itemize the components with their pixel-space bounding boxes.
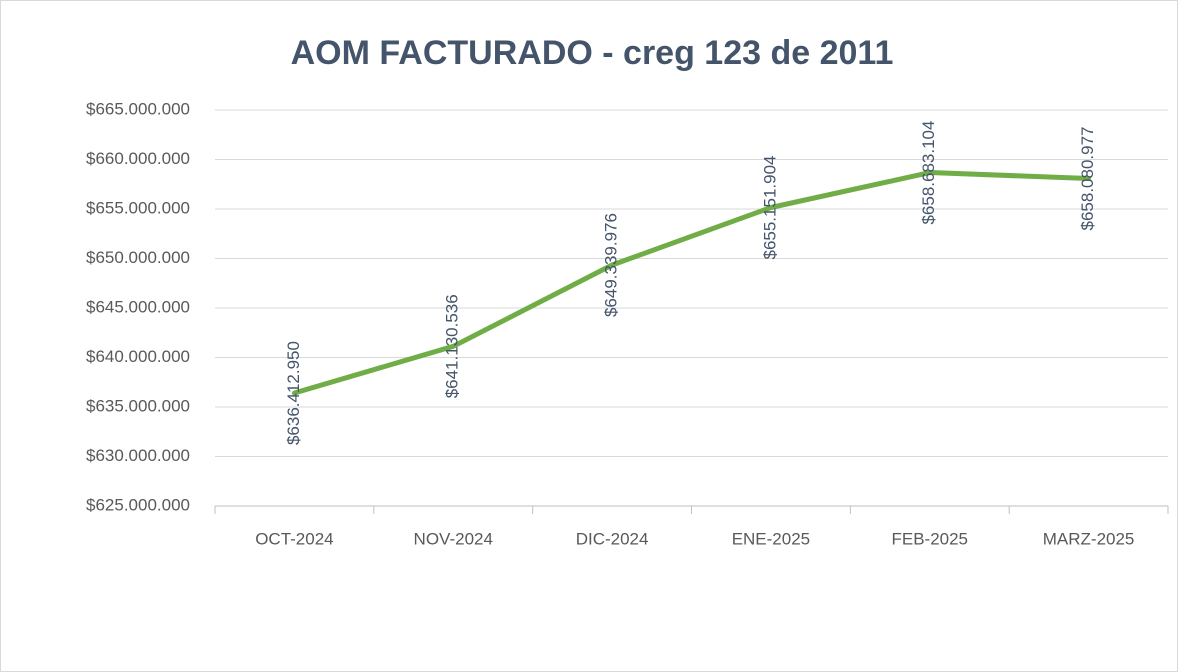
data-label: $658.080.977 (1078, 126, 1097, 230)
y-tick-label: $645.000.000 (86, 297, 190, 316)
x-tick-label: DIC-2024 (576, 529, 649, 548)
x-tick-label: MARZ-2025 (1043, 529, 1135, 548)
data-label: $636.412.950 (284, 341, 303, 445)
y-tick-label: $660.000.000 (86, 149, 190, 168)
x-tick-label: NOV-2024 (414, 529, 493, 548)
x-tick-label: ENE-2025 (732, 529, 810, 548)
x-tick-label: OCT-2024 (255, 529, 333, 548)
data-label: $649.339.976 (602, 213, 621, 317)
data-line (291, 170, 1092, 396)
y-tick-label: $625.000.000 (86, 495, 190, 514)
x-tick-label: FEB-2025 (891, 529, 968, 548)
data-label: $658.683.104 (919, 121, 938, 225)
y-tick-label: $635.000.000 (86, 396, 190, 415)
y-tick-label: $630.000.000 (86, 446, 190, 465)
chart-title: AOM FACTURADO - creg 123 de 2011 (291, 34, 894, 72)
y-tick-label: $650.000.000 (86, 248, 190, 267)
data-label: $655.151.904 (760, 155, 779, 259)
y-tick-label: $655.000.000 (86, 198, 190, 217)
data-label: $641.130.536 (443, 294, 462, 398)
y-tick-label: $640.000.000 (86, 347, 190, 366)
y-tick-label: $665.000.000 (86, 99, 190, 118)
